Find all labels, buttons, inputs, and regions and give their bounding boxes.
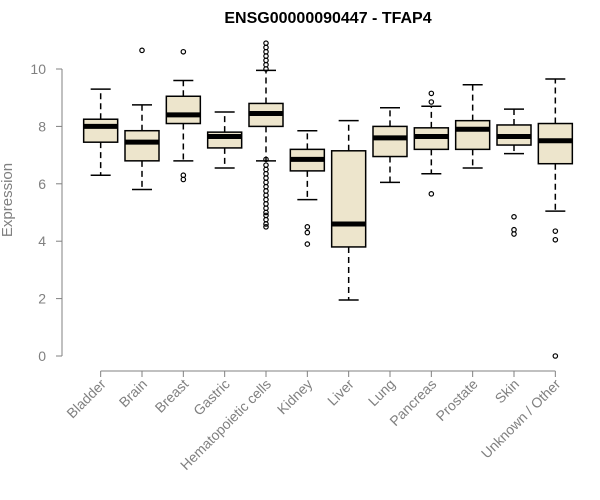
- y-tick-label: 8: [38, 118, 46, 134]
- iqr-box: [165, 95, 202, 125]
- outlier-point: [428, 191, 435, 197]
- box-kidney: [289, 129, 326, 247]
- outlier-point: [263, 212, 269, 219]
- box-liver: [330, 119, 367, 301]
- outlier-point: [428, 99, 435, 105]
- box-breast: [165, 48, 202, 183]
- outlier-point: [263, 224, 269, 230]
- x-tick-label: Brain: [116, 376, 150, 410]
- y-tick-label: 10: [30, 61, 46, 77]
- outlier-point: [428, 90, 435, 97]
- outlier-point: [304, 241, 311, 247]
- box-skin: [496, 108, 532, 237]
- box-unknown-other: [537, 78, 574, 359]
- outlier-point: [139, 47, 145, 54]
- outlier-point: [511, 226, 517, 233]
- x-tick-label: Skin: [492, 376, 523, 407]
- iqr-box: [82, 118, 119, 143]
- box-hematopoietic-cells: [248, 40, 284, 230]
- x-tick-label: Liver: [324, 376, 357, 409]
- box-gastric: [206, 111, 243, 169]
- iqr-box: [330, 150, 367, 248]
- outlier-point: [263, 162, 269, 168]
- outlier-point: [511, 214, 517, 220]
- outlier-point: [180, 172, 187, 178]
- y-tick-label: 6: [38, 176, 46, 192]
- outlier-point: [304, 224, 311, 230]
- box-prostate: [454, 84, 491, 169]
- y-axis: 0 2 4 6 8 10: [30, 61, 63, 364]
- box-bladder: [82, 88, 119, 176]
- iqr-box: [372, 125, 408, 158]
- x-tick-label: Bladder: [63, 376, 109, 422]
- outlier-point: [263, 40, 269, 46]
- outlier-point: [180, 48, 187, 55]
- y-tick-label: 0: [38, 348, 46, 364]
- iqr-box: [124, 129, 160, 162]
- outlier-point: [552, 353, 559, 359]
- boxes-group: [82, 40, 574, 359]
- x-tick-label: Kidney: [274, 376, 316, 418]
- y-axis-label: Expression: [0, 163, 16, 237]
- iqr-box: [537, 122, 574, 165]
- box-brain: [124, 47, 160, 191]
- y-tick-label: 2: [38, 291, 46, 307]
- y-tick-label: 4: [38, 233, 46, 249]
- box-lung: [372, 106, 408, 184]
- outlier-point: [552, 236, 559, 243]
- outlier-point: [304, 229, 311, 236]
- outlier-point: [263, 156, 269, 163]
- x-tick-label: Lung: [365, 376, 398, 409]
- x-tick-label: Prostate: [433, 376, 481, 424]
- chart-title: ENSG00000090447 - TFAP4: [224, 10, 431, 27]
- box-pancreas: [413, 90, 450, 197]
- x-tick-label: Breast: [152, 376, 192, 416]
- iqr-box: [454, 119, 491, 151]
- outlier-point: [552, 228, 559, 234]
